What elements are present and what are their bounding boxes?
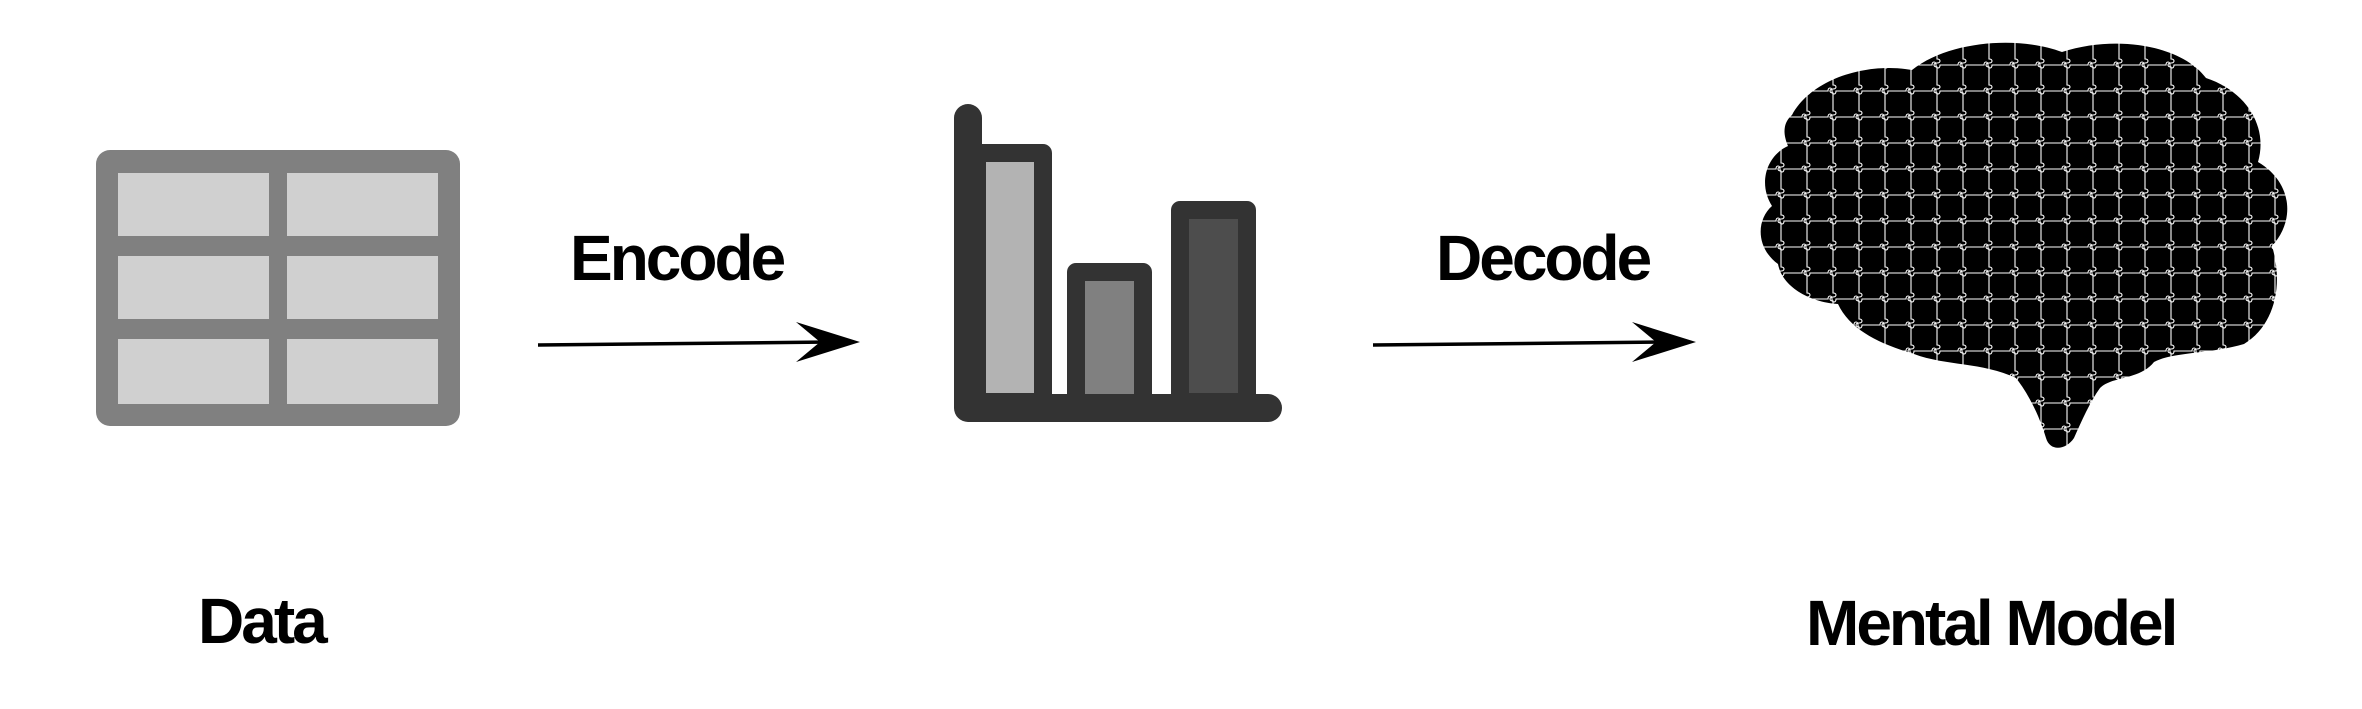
encode-label: Encode <box>570 222 785 294</box>
table-cell <box>118 339 269 404</box>
chart-bar-3 <box>1171 201 1256 411</box>
decode-label: Decode <box>1436 222 1651 294</box>
decode-arrow-line <box>1372 340 1666 347</box>
chart-bar-1 <box>968 144 1052 411</box>
table-cell <box>287 256 438 319</box>
mental-model-label: Mental Model <box>1806 587 2175 659</box>
encode-arrow-head <box>796 322 860 362</box>
table-cell <box>118 256 269 319</box>
encode-arrow <box>537 322 860 362</box>
table-cell <box>118 173 269 236</box>
decode-arrow <box>1372 322 1696 362</box>
table-cell <box>287 173 438 236</box>
brain-puzzle-icon <box>1760 42 2288 448</box>
bar-chart-icon <box>954 104 1282 422</box>
decode-arrow-head <box>1632 322 1696 362</box>
encode-arrow-line <box>537 340 831 347</box>
data-label: Data <box>198 585 328 657</box>
chart-bar-2 <box>1067 263 1152 415</box>
table-icon <box>96 150 460 426</box>
table-cell <box>287 339 438 404</box>
chart-axes <box>954 104 1282 422</box>
